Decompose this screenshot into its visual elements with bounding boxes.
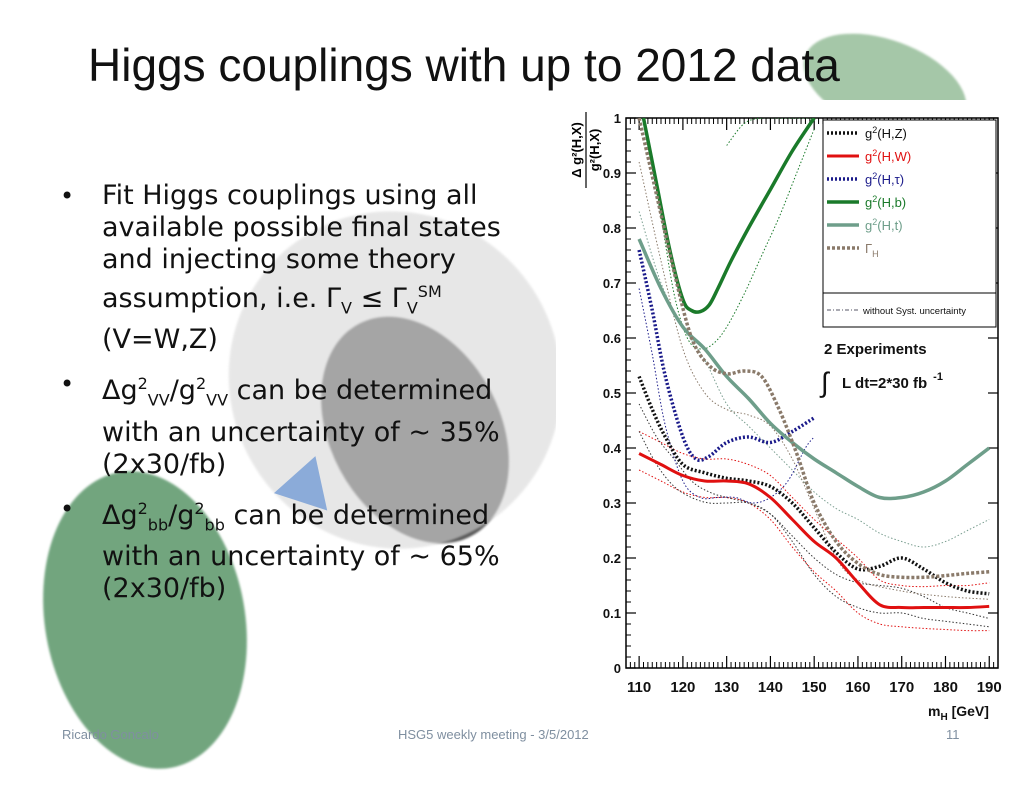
- bullet-symbol: •: [60, 182, 75, 210]
- slide-title: Higgs couplings with up to 2012 data: [88, 39, 840, 91]
- x-tick-label: 150: [802, 679, 827, 696]
- x-tick-label: 190: [977, 679, 1002, 696]
- x-tick-label: 120: [670, 679, 695, 696]
- nosyst-series-line: [638, 161, 990, 600]
- x-tick-label: 110: [627, 679, 651, 696]
- y-tick-label: 0: [614, 661, 621, 676]
- legend-label: g2(H,t): [865, 217, 903, 233]
- annotation-luminosity: L dt=2*30 fb -1: [842, 371, 943, 392]
- legend-label: g2(H,τ): [865, 171, 904, 187]
- nosyst-series-line: [638, 431, 990, 588]
- y-tick-label: 0.4: [603, 441, 622, 456]
- bullet-symbol: •: [60, 370, 75, 399]
- y-axis-label-denominator: g²(H,X): [587, 129, 602, 172]
- nosyst-series-line: [726, 118, 815, 146]
- y-axis-label-numerator: Δ g²(H,X): [569, 122, 584, 178]
- y-tick-label: 0.6: [603, 331, 621, 346]
- series-line: [637, 238, 991, 501]
- x-axis-label: mH [GeV]: [928, 703, 989, 723]
- nosyst-series-line: [638, 469, 990, 632]
- x-tick-label: 130: [714, 679, 739, 696]
- y-tick-label: 0.9: [603, 166, 621, 181]
- coupling-plot-panel: 0 0.1 0.2 0.3 0.4 0.5 0.6 0.7 0.8 0.9 1 110 120 130 14…: [556, 100, 1006, 728]
- nosyst-series-line: [638, 431, 990, 628]
- footer-meeting: HSG5 weekly meeting - 3/5/2012: [398, 727, 589, 742]
- footer-author: Ricardo Goncalo: [62, 727, 159, 742]
- y-tick-label: 0.3: [603, 496, 621, 511]
- series-line: [637, 249, 816, 463]
- x-tick-label: 180: [933, 679, 958, 696]
- coupling-uncertainty-chart: 0 0.1 0.2 0.3 0.4 0.5 0.6 0.7 0.8 0.9 1 110 120 130 14…: [569, 111, 1002, 723]
- series-line: [637, 118, 990, 580]
- y-tick-label: 0.5: [603, 386, 621, 401]
- legend-label: g2(H,W): [865, 148, 911, 164]
- annotation-integral-symbol: ∫: [819, 367, 831, 398]
- bullet-symbol: •: [60, 494, 75, 523]
- y-tick-label: 0.1: [603, 606, 621, 621]
- x-tick-label: 160: [845, 679, 870, 696]
- y-tick-label: 0.8: [603, 221, 621, 236]
- nosyst-series-line: [643, 118, 815, 350]
- legend-label: g2(H,b): [865, 194, 906, 210]
- x-tick-label: 170: [889, 679, 914, 696]
- series-line: [638, 452, 990, 610]
- legend-label-nosyst: without Syst. uncertainty: [862, 306, 966, 317]
- series-line: [641, 118, 816, 314]
- nosyst-series-line: [638, 403, 990, 619]
- y-tick-label: 1: [614, 111, 621, 126]
- y-axis-label: Δ g²(H,X) g²(H,X): [569, 112, 602, 188]
- nosyst-series-line: [638, 288, 815, 504]
- x-tick-label: 140: [758, 679, 783, 696]
- legend-label: g2(H,Z): [865, 125, 907, 141]
- bullet-list: • Fit Higgs couplings using all availabl…: [60, 180, 540, 617]
- y-tick-label: 0.2: [603, 551, 621, 566]
- bullet-vv-uncertainty: • Δg2VV/g2VV can be determined with an u…: [60, 370, 500, 480]
- bullet-bb-uncertainty: • Δg2bb/g2bb can be determined with an u…: [60, 494, 500, 605]
- bullet-fit-couplings: • Fit Higgs couplings using all availabl…: [60, 180, 501, 356]
- y-tick-label: 0.7: [603, 276, 621, 291]
- footer-page-number: 11: [946, 727, 960, 742]
- annotation-experiments: 2 Experiments: [824, 341, 927, 358]
- series-line: [637, 375, 990, 596]
